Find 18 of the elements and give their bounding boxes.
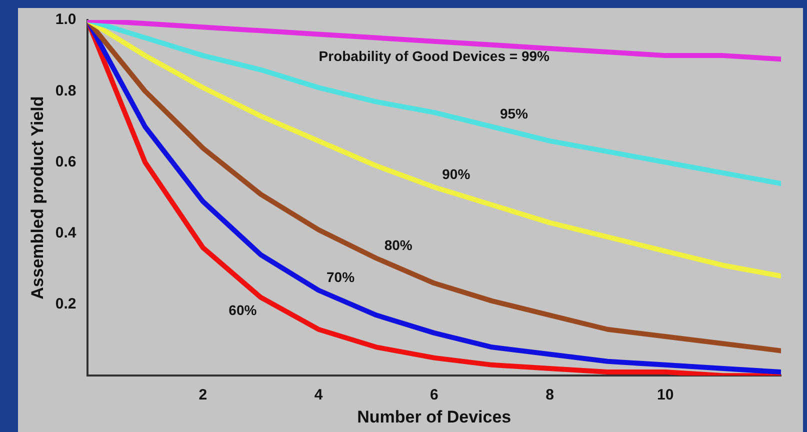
series-label: 90% xyxy=(442,166,471,182)
series-label: 60% xyxy=(228,302,258,318)
x-tick-label: 10 xyxy=(657,386,674,404)
x-tick-label: 4 xyxy=(314,386,324,404)
y-tick-label: 0.2 xyxy=(55,296,76,313)
series-label: Probability of Good Devices = 99% xyxy=(318,48,550,64)
y-tick-label: 1.0 xyxy=(55,11,76,28)
series-label: 80% xyxy=(384,237,413,254)
y-axis-title: Assembled product Yield xyxy=(28,96,47,300)
y-tick-label: 0.6 xyxy=(55,153,76,170)
y-tick-label: 0.8 xyxy=(55,82,76,100)
x-tick-label: 2 xyxy=(198,386,208,404)
y-tick-label: 0.4 xyxy=(55,224,77,242)
x-tick-label: 8 xyxy=(546,386,554,404)
x-tick-label: 6 xyxy=(430,386,438,404)
series-label: 70% xyxy=(326,269,356,286)
x-axis-title: Number of Devices xyxy=(357,407,512,426)
series-label: 95% xyxy=(500,106,529,122)
